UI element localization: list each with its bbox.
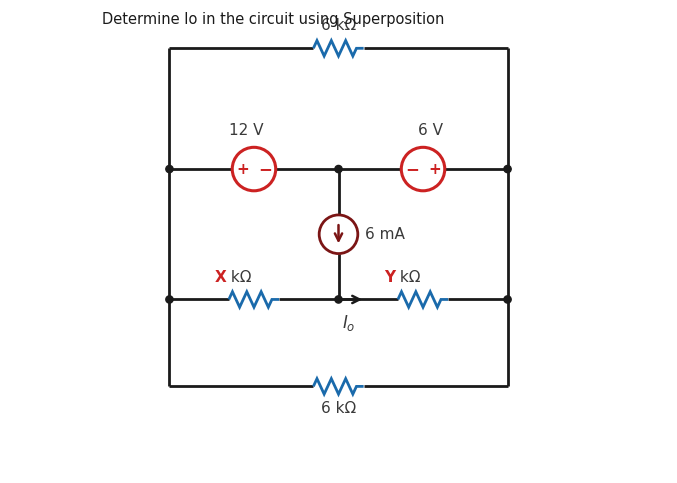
Text: kΩ: kΩ (395, 270, 421, 285)
Circle shape (504, 165, 511, 172)
Text: −: − (405, 160, 418, 178)
Circle shape (504, 296, 511, 303)
Text: 6 kΩ: 6 kΩ (321, 18, 356, 33)
Text: 6 kΩ: 6 kΩ (321, 401, 356, 416)
Text: Y: Y (385, 270, 395, 285)
Text: 6 mA: 6 mA (365, 227, 405, 242)
Circle shape (166, 165, 173, 172)
Text: kΩ: kΩ (226, 270, 252, 285)
Circle shape (166, 296, 173, 303)
Text: +: + (428, 161, 441, 177)
Text: $I_o$: $I_o$ (343, 313, 356, 333)
Text: −: − (259, 160, 272, 178)
Circle shape (335, 296, 342, 303)
Text: 6 V: 6 V (418, 123, 443, 138)
Text: Determine Io in the circuit using Superposition: Determine Io in the circuit using Superp… (102, 12, 444, 27)
Text: 12 V: 12 V (230, 123, 264, 138)
Circle shape (335, 165, 342, 172)
Text: +: + (236, 161, 249, 177)
Text: X: X (215, 270, 226, 285)
